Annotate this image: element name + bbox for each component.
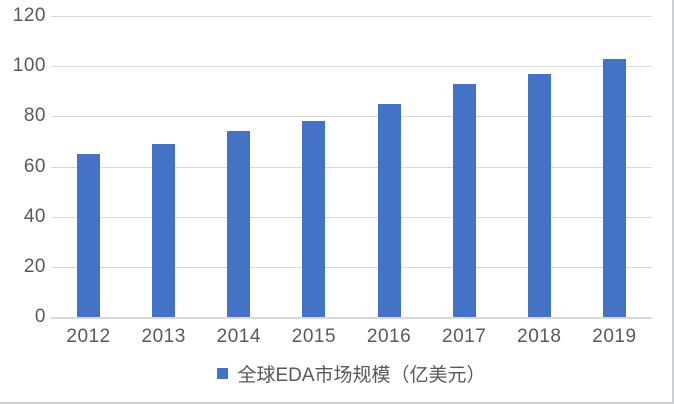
gridline-80 xyxy=(51,116,652,118)
bar-2012 xyxy=(77,153,101,317)
legend-marker-icon xyxy=(217,367,229,379)
x-tick-label-2012: 2012 xyxy=(66,326,111,347)
y-tick-label-120: 120 xyxy=(12,5,46,26)
x-tick-label-2016: 2016 xyxy=(366,326,412,347)
gridline-100 xyxy=(51,66,652,68)
y-tick-label-40: 40 xyxy=(23,205,46,227)
bar-2015 xyxy=(302,121,326,317)
x-tick-label-2018: 2018 xyxy=(517,326,562,347)
legend: 全球EDA市场规模（亿美元） xyxy=(51,360,652,386)
x-tick-label-2019: 2019 xyxy=(592,326,637,347)
bar-2019 xyxy=(602,58,626,317)
gridline-120 xyxy=(51,16,652,17)
y-tick-label-60: 60 xyxy=(23,155,46,177)
x-tick-label-2015: 2015 xyxy=(291,326,337,347)
x-tick-label-2013: 2013 xyxy=(141,326,186,347)
legend-label: 全球EDA市场规模（亿美元） xyxy=(237,364,486,386)
bar-2013 xyxy=(152,143,176,317)
y-tick-label-0: 0 xyxy=(34,306,46,327)
gridline-60 xyxy=(51,166,652,168)
bar-2017 xyxy=(452,83,476,317)
gridline-40 xyxy=(51,216,652,218)
gridline-0 xyxy=(51,317,652,319)
x-tick-label-2014: 2014 xyxy=(216,326,261,347)
bar-2016 xyxy=(377,103,401,317)
bar-2018 xyxy=(527,73,551,317)
y-tick-label-80: 80 xyxy=(23,105,46,127)
gridline-20 xyxy=(51,266,652,268)
y-tick-label-20: 20 xyxy=(23,255,46,277)
bar-2014 xyxy=(227,131,251,317)
x-tick-label-2017: 2017 xyxy=(442,326,487,347)
y-tick-label-100: 100 xyxy=(12,55,46,77)
